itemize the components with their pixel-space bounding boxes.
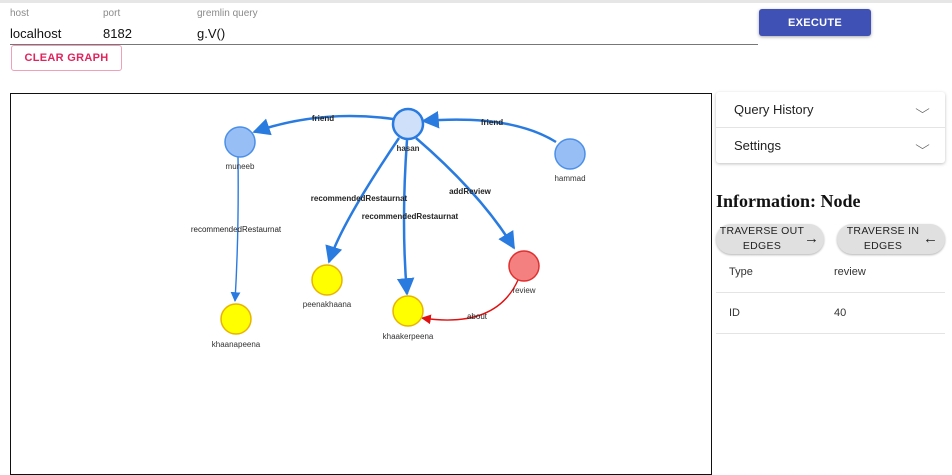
- node-hasan[interactable]: [391, 107, 425, 141]
- edge-label-recommended-1: recommendedRestaurnat: [311, 194, 408, 203]
- edge-hasan-peenakhaana[interactable]: [325, 137, 401, 264]
- query-history-panel[interactable]: Query History ⌵: [716, 92, 945, 128]
- node-info-table: Type review ID 40: [716, 252, 945, 334]
- arrow-right-icon: →: [804, 230, 820, 247]
- traverse-out-line2: EDGES: [742, 240, 782, 252]
- clear-graph-button[interactable]: CLEAR GRAPH: [11, 45, 122, 71]
- traverse-out-text: TRAVERSE OUT EDGES: [716, 224, 808, 254]
- info-value: 40: [834, 307, 847, 319]
- gremlin-query-label: gremlin query: [197, 8, 258, 19]
- table-row: ID 40: [716, 293, 945, 334]
- edge-label-recommended-3: recommendedRestaurnat: [191, 225, 282, 234]
- edge-label-recommended-2: recommendedRestaurnat: [362, 212, 459, 221]
- traverse-out-line1: TRAVERSE OUT: [719, 225, 805, 237]
- node-label-muneeb: muneeb: [226, 162, 255, 171]
- edge-label-friend-2: friend: [481, 118, 503, 127]
- graph-svg[interactable]: friend friend recommendedRestaurnat reco…: [11, 94, 711, 474]
- node-label-hasan: hasan: [396, 144, 419, 153]
- edge-label-friend-1: friend: [312, 114, 334, 123]
- settings-panel[interactable]: Settings ⌵: [716, 128, 945, 163]
- edge-muneeb-khaanapeena[interactable]: [230, 155, 241, 302]
- edge-label-about: about: [467, 312, 488, 321]
- table-row: Type review: [716, 252, 945, 293]
- node-khaakerpeena[interactable]: [392, 295, 424, 327]
- node-peenakhaana[interactable]: [311, 264, 343, 296]
- query-history-label: Query History: [734, 102, 814, 117]
- node-khaanapeena[interactable]: [220, 303, 252, 335]
- edge-review-khaakerpeena[interactable]: [421, 279, 519, 325]
- host-input[interactable]: localhost: [10, 26, 62, 41]
- node-label-hammad: hammad: [554, 174, 585, 183]
- traverse-out-edges-button[interactable]: TRAVERSE OUT EDGES →: [716, 224, 824, 254]
- port-label: port: [103, 8, 121, 19]
- traverse-in-text: TRAVERSE IN EDGES: [837, 224, 929, 254]
- edge-hasan-review[interactable]: [415, 137, 516, 250]
- traverse-in-line2: EDGES: [863, 240, 903, 252]
- info-key: Type: [729, 266, 753, 278]
- settings-label: Settings: [734, 138, 781, 153]
- port-field[interactable]: port 8182: [103, 8, 132, 41]
- node-hammad[interactable]: [554, 138, 586, 170]
- execute-button[interactable]: EXECUTE: [759, 9, 871, 36]
- host-label: host: [10, 8, 29, 19]
- query-field-underline: [10, 44, 758, 45]
- edge-label-add-review: addReview: [449, 187, 492, 196]
- info-key: ID: [729, 307, 740, 319]
- traverse-in-line1: TRAVERSE IN: [846, 225, 920, 237]
- port-input[interactable]: 8182: [103, 26, 132, 41]
- edge-hasan-muneeb[interactable]: [252, 114, 394, 136]
- top-divider: [0, 0, 952, 3]
- chevron-down-icon[interactable]: ⌵: [915, 138, 930, 152]
- traverse-in-edges-button[interactable]: TRAVERSE IN EDGES ←: [837, 224, 945, 254]
- graph-canvas[interactable]: friend friend recommendedRestaurnat reco…: [10, 93, 712, 475]
- arrow-left-icon: ←: [923, 230, 939, 247]
- sidebar-accordion: Query History ⌵ Settings ⌵: [716, 92, 945, 163]
- info-title: Information: Node: [716, 191, 861, 211]
- chevron-down-icon[interactable]: ⌵: [915, 102, 930, 116]
- node-label-khaanapeena: khaanapeena: [212, 340, 261, 349]
- edge-hammad-hasan[interactable]: [421, 111, 557, 144]
- host-field[interactable]: host localhost: [10, 8, 61, 41]
- node-review[interactable]: [508, 250, 540, 282]
- node-muneeb[interactable]: [224, 126, 256, 158]
- edge-hasan-khaakerpeena[interactable]: [396, 139, 415, 296]
- gremlin-query-input[interactable]: g.V(): [197, 26, 226, 41]
- info-value: review: [834, 266, 866, 278]
- node-label-khaakerpeena: khaakerpeena: [383, 332, 434, 341]
- node-label-review: review: [512, 286, 535, 295]
- gremlin-query-field[interactable]: gremlin query g.V(): [197, 8, 258, 41]
- node-label-peenakhaana: peenakhaana: [303, 300, 352, 309]
